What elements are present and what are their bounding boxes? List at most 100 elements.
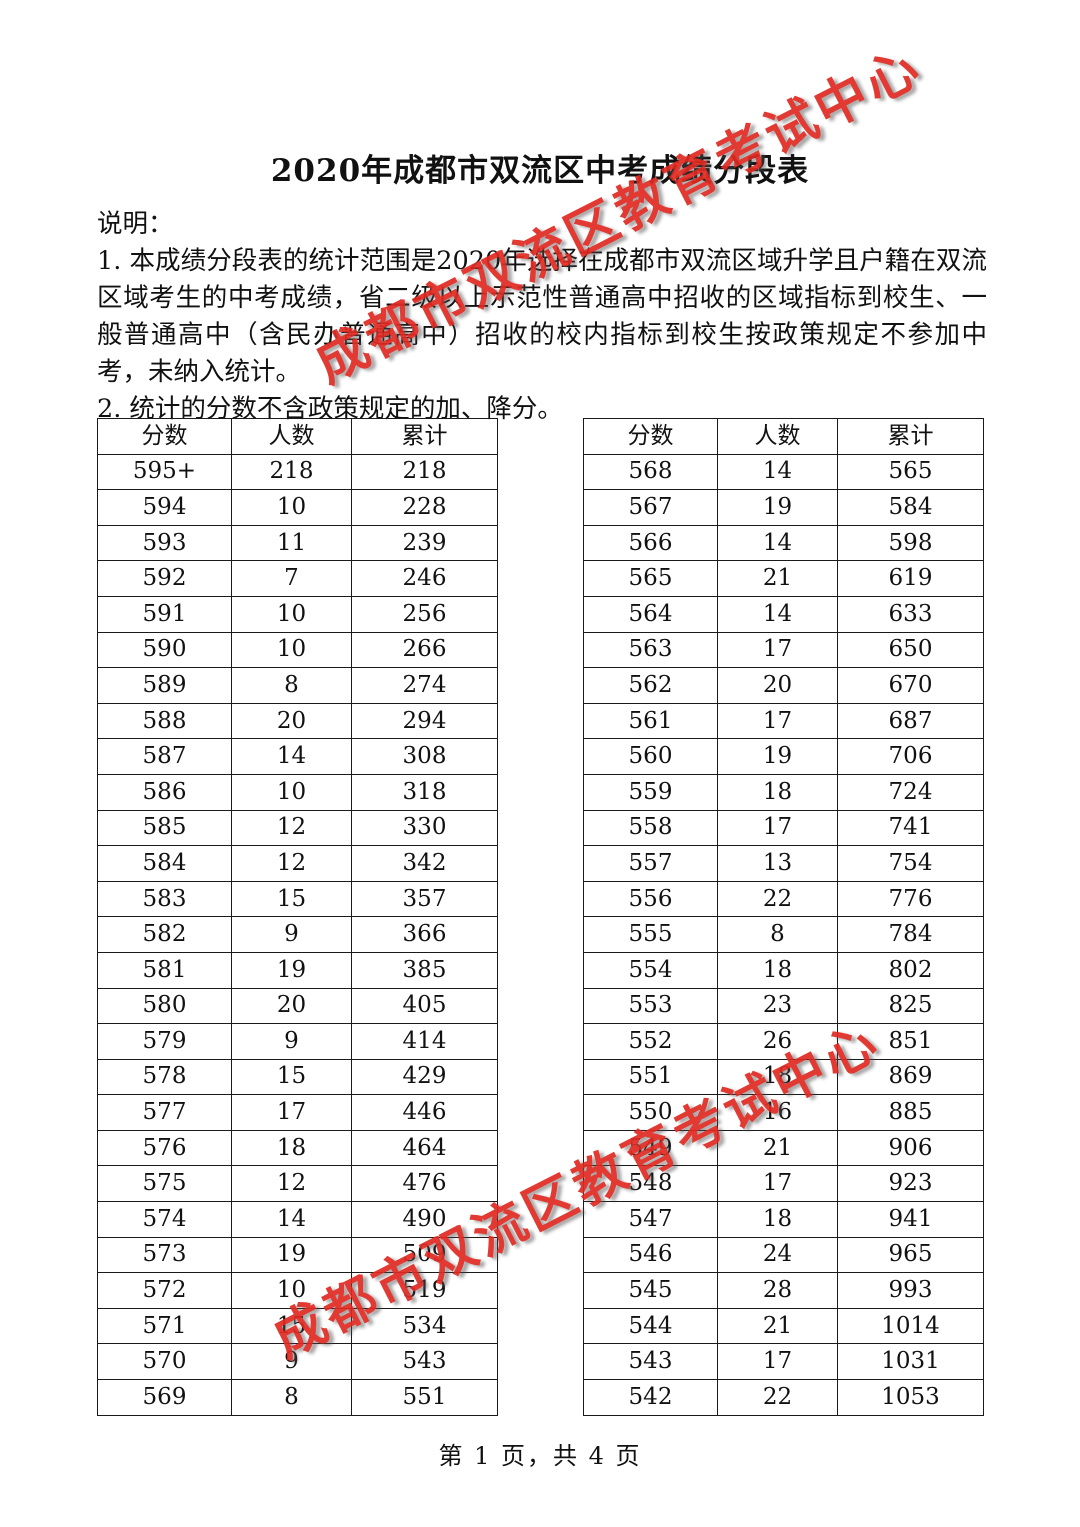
cell-count: 9 [231, 1343, 352, 1381]
cell-score: 585 [97, 809, 232, 847]
cell-cumulative: 965 [837, 1236, 984, 1274]
cell-cumulative: 543 [351, 1343, 498, 1381]
cell-count: 19 [717, 489, 838, 526]
table-row: 550 16 885 [583, 1094, 984, 1131]
cell-score: 569 [97, 1379, 232, 1416]
column-header-score: 分数 [97, 418, 232, 455]
cell-score: 587 [97, 738, 232, 775]
table-row: 595+ 218 218 [97, 453, 498, 491]
cell-count: 21 [717, 560, 838, 597]
cell-score: 594 [97, 489, 232, 526]
cell-score: 545 [583, 1272, 718, 1309]
cell-score: 562 [583, 667, 718, 704]
cell-count: 28 [717, 1272, 838, 1309]
cell-count: 16 [717, 1094, 838, 1131]
cell-cumulative: 551 [351, 1379, 498, 1416]
table-row: 577 17 446 [97, 1094, 498, 1131]
cell-score: 548 [583, 1165, 718, 1203]
cell-cumulative: 246 [351, 560, 498, 597]
table-row: 547 18 941 [583, 1201, 984, 1238]
table-row: 585 12 330 [97, 809, 498, 847]
cell-count: 12 [231, 845, 352, 882]
table-row: 564 14 633 [583, 595, 984, 633]
table-row: 574 14 490 [97, 1201, 498, 1238]
cell-cumulative: 754 [837, 845, 984, 882]
cell-score: 552 [583, 1023, 718, 1060]
cell-score: 572 [97, 1272, 232, 1309]
cell-cumulative: 633 [837, 595, 984, 633]
cell-score: 588 [97, 702, 232, 740]
cell-score: 582 [97, 916, 232, 953]
column-header-count: 人数 [231, 418, 352, 455]
cell-cumulative: 923 [837, 1165, 984, 1203]
cell-score: 576 [97, 1129, 232, 1167]
score-distribution-table-left: 分数 人数 累计 595+ 218 218 594 10 228 593 11 239 592 7 2… [97, 418, 498, 1416]
cell-count: 10 [231, 1272, 352, 1309]
table-row: 569 8 551 [97, 1379, 498, 1416]
cell-score: 549 [583, 1129, 718, 1167]
cell-cumulative: 318 [351, 773, 498, 811]
cell-cumulative: 687 [837, 702, 984, 740]
cell-cumulative: 464 [351, 1129, 498, 1167]
cell-count: 14 [231, 1201, 352, 1238]
table-row: 589 8 274 [97, 667, 498, 704]
cell-score: 563 [583, 631, 718, 669]
table-row: 542 22 1053 [583, 1379, 984, 1416]
column-header-cumulative: 累计 [351, 418, 498, 455]
cell-score: 579 [97, 1023, 232, 1060]
cell-score: 570 [97, 1343, 232, 1381]
cell-count: 17 [717, 1343, 838, 1381]
cell-score: 564 [583, 595, 718, 633]
cell-cumulative: 446 [351, 1094, 498, 1131]
cell-score: 553 [583, 987, 718, 1025]
table-row: 546 24 965 [583, 1236, 984, 1274]
cell-count: 17 [717, 1165, 838, 1203]
cell-cumulative: 534 [351, 1307, 498, 1345]
cell-score: 575 [97, 1165, 232, 1203]
cell-score: 592 [97, 560, 232, 597]
table-row: 559 18 724 [583, 773, 984, 811]
cell-score: 586 [97, 773, 232, 811]
cell-count: 10 [231, 773, 352, 811]
cell-cumulative: 357 [351, 880, 498, 918]
cell-score: 559 [583, 773, 718, 811]
table-row: 572 10 519 [97, 1272, 498, 1309]
table-row: 557 13 754 [583, 845, 984, 882]
table-body-right: 568 14 565 567 19 584 566 14 598 565 21 619 564 14 633… [583, 453, 984, 1416]
cell-count: 23 [717, 987, 838, 1025]
cell-score: 560 [583, 738, 718, 775]
cell-count: 19 [717, 738, 838, 775]
cell-cumulative: 802 [837, 951, 984, 989]
cell-cumulative: 670 [837, 667, 984, 704]
cell-score: 571 [97, 1307, 232, 1345]
cell-count: 17 [717, 631, 838, 669]
table-row: 549 21 906 [583, 1129, 984, 1167]
table-row: 570 9 543 [97, 1343, 498, 1381]
table-row: 552 26 851 [583, 1023, 984, 1060]
cell-count: 20 [231, 702, 352, 740]
cell-count: 18 [717, 1201, 838, 1238]
cell-cumulative: 274 [351, 667, 498, 704]
cell-count: 15 [231, 880, 352, 918]
cell-cumulative: 509 [351, 1236, 498, 1274]
cell-score: 557 [583, 845, 718, 882]
cell-count: 18 [717, 1058, 838, 1096]
cell-score: 555 [583, 916, 718, 953]
cell-score: 590 [97, 631, 232, 669]
cell-count: 19 [231, 1236, 352, 1274]
cell-cumulative: 218 [351, 453, 498, 491]
cell-count: 18 [231, 1129, 352, 1167]
cell-score: 543 [583, 1343, 718, 1381]
cell-cumulative: 342 [351, 845, 498, 882]
cell-score: 544 [583, 1307, 718, 1345]
cell-count: 24 [717, 1236, 838, 1274]
table-row: 560 19 706 [583, 738, 984, 775]
table-row: 584 12 342 [97, 845, 498, 882]
cell-cumulative: 405 [351, 987, 498, 1025]
table-row: 553 23 825 [583, 987, 984, 1025]
cell-score: 589 [97, 667, 232, 704]
cell-cumulative: 584 [837, 489, 984, 526]
cell-cumulative: 619 [837, 560, 984, 597]
cell-count: 7 [231, 560, 352, 597]
